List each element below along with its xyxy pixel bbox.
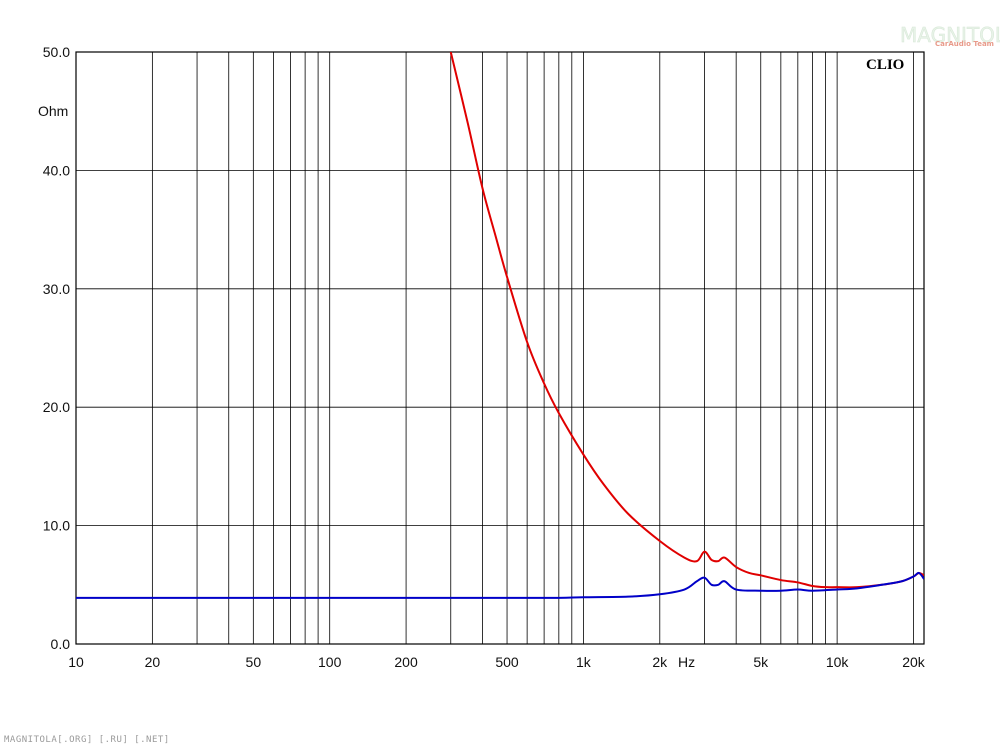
- series-layer: [76, 52, 924, 599]
- x-tick-label: 100: [318, 654, 342, 670]
- y-tick-label: 50.0: [43, 44, 70, 60]
- y-tick-label: 10.0: [43, 518, 70, 534]
- x-tick-label: 200: [394, 654, 418, 670]
- watermark-footer: MAGNITOLA[.ORG] [.RU] [.NET]: [4, 735, 170, 745]
- x-tick-label: 500: [495, 654, 519, 670]
- series-1-line: [449, 52, 924, 589]
- watermark-logo-text: MAGNITOLA: [900, 23, 1000, 47]
- y-tick-label: 30.0: [43, 281, 70, 297]
- watermark-logo: MAGNITOLA CarAudio Team: [900, 23, 1000, 48]
- clio-annotation: CLIO: [866, 57, 904, 73]
- y-axis-label: Ohm: [38, 103, 68, 119]
- x-tick-label: 2k: [652, 654, 668, 670]
- y-tick-label: 20.0: [43, 399, 70, 415]
- y-tick-label: 40.0: [43, 162, 70, 178]
- x-tick-labels: 10 20 50 100 200 500 1k 2k 5k 10k 20k: [68, 654, 926, 670]
- x-tick-label: 10k: [826, 654, 850, 670]
- plot-frame: [75, 51, 925, 645]
- x-tick-label: 1k: [576, 654, 592, 670]
- x-axis-label: Hz: [678, 654, 695, 670]
- x-tick-label: 10: [68, 654, 84, 670]
- x-tick-label: 20k: [902, 654, 926, 670]
- series-2-line: [76, 571, 924, 599]
- major-gridlines: [76, 169, 924, 526]
- y-tick-labels: 0.0 10.0 20.0 30.0 40.0 50.0: [43, 44, 70, 652]
- y-tick-label: 0.0: [51, 636, 71, 652]
- x-tick-label: 50: [246, 654, 262, 670]
- minor-gridlines: [151, 52, 914, 644]
- x-tick-label: 5k: [753, 654, 769, 670]
- watermark-logo-subtext: CarAudio Team: [935, 40, 994, 48]
- x-tick-label: 20: [145, 654, 161, 670]
